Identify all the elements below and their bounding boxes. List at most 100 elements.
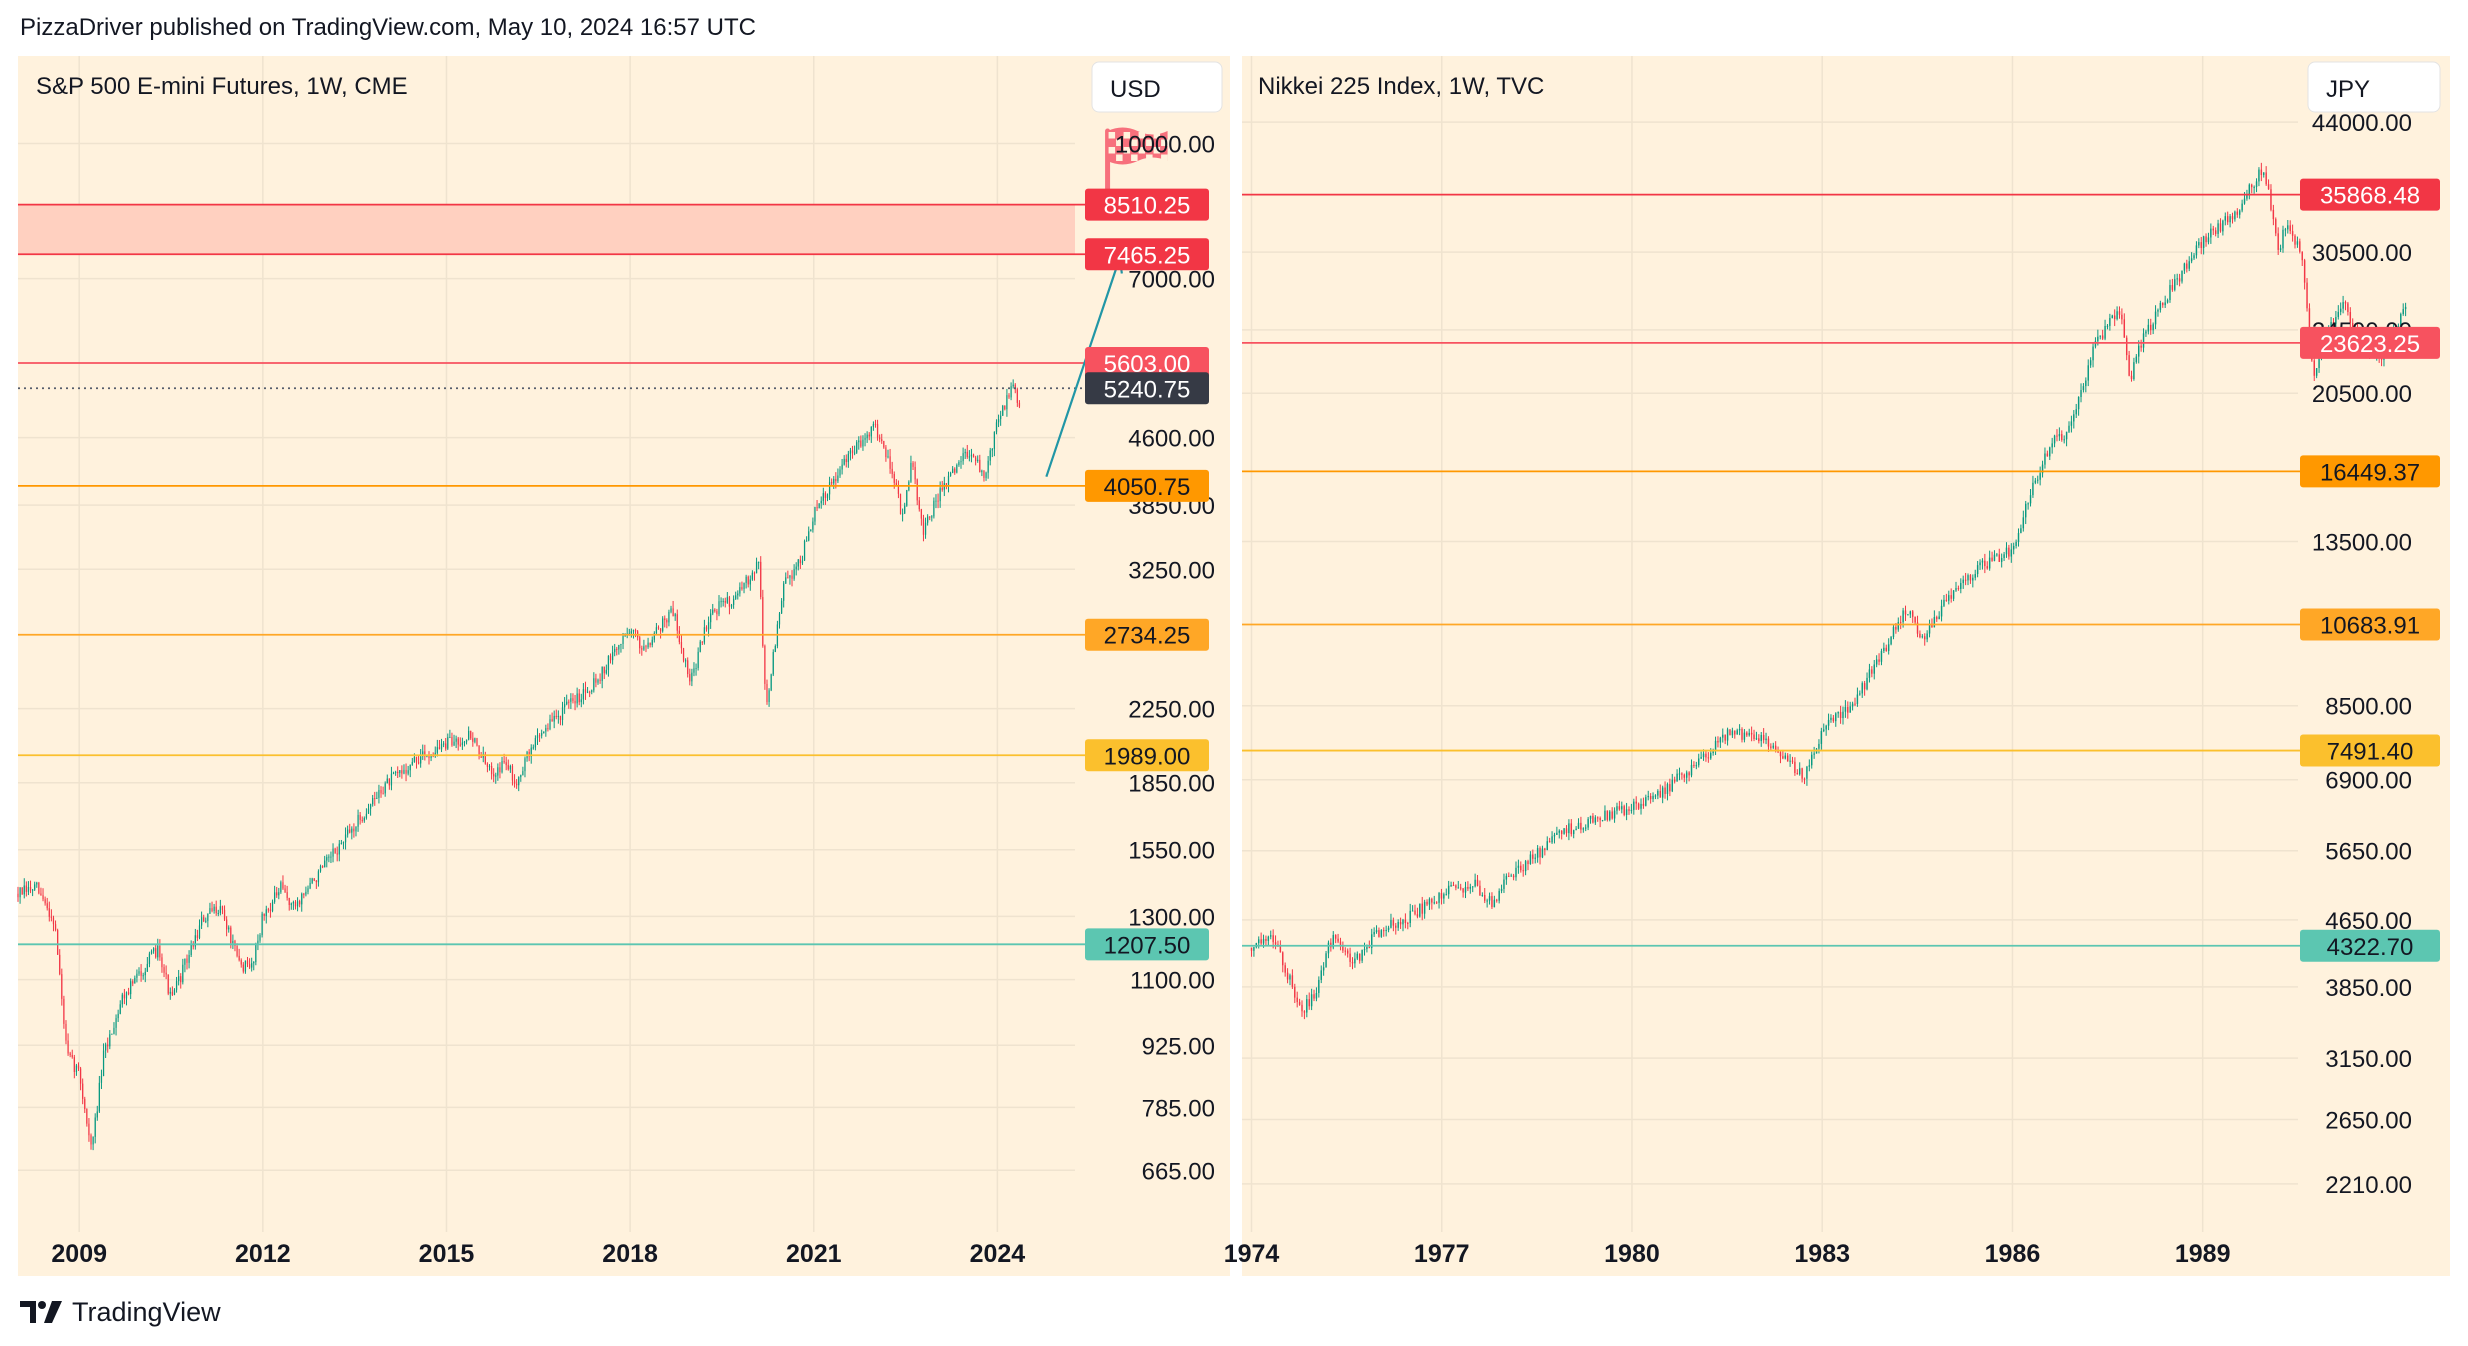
candle-body xyxy=(630,631,633,634)
candle-body xyxy=(2306,282,2308,309)
candle-body xyxy=(876,424,879,438)
sp500-gridlines xyxy=(18,56,1075,1232)
candle-body xyxy=(747,576,749,585)
candle-body xyxy=(194,935,196,947)
candle-body xyxy=(334,848,336,854)
candle-body xyxy=(2238,210,2241,215)
candle-body xyxy=(1685,772,1688,778)
candle-body xyxy=(82,1083,84,1099)
candle-body xyxy=(987,460,989,473)
candle-body xyxy=(983,470,985,478)
candle-body xyxy=(1500,888,1503,891)
candle-body xyxy=(1962,579,1964,584)
candle-body xyxy=(693,668,695,673)
candle-body xyxy=(211,908,213,911)
candle-body xyxy=(1346,950,1349,954)
candle-body xyxy=(753,572,756,574)
nikkei-time-axis[interactable]: 1974 1977 1980 1983 1986 1989 xyxy=(1224,1240,2231,1268)
sp500-price-axis[interactable]: 10000.007000.004600.003850.003250.002250… xyxy=(1115,132,1215,1186)
candle-body xyxy=(2186,263,2188,269)
candle-body xyxy=(127,992,130,995)
candle-body xyxy=(977,459,979,461)
candle-body xyxy=(1387,927,1390,930)
candle-body xyxy=(251,963,253,968)
candle-body xyxy=(1738,729,1741,731)
candle-body xyxy=(61,974,63,999)
nikkei-currency-button[interactable]: JPY xyxy=(2307,61,2441,113)
candle-body xyxy=(818,503,820,509)
candle-body xyxy=(862,439,864,447)
candle-body xyxy=(317,871,320,883)
candle-body xyxy=(2299,241,2301,252)
candle-body xyxy=(2104,326,2106,339)
candle-body xyxy=(2133,362,2135,380)
candle-body xyxy=(2017,532,2020,542)
candle-body xyxy=(2214,230,2217,234)
candle-body xyxy=(1762,734,1765,741)
candle-body xyxy=(215,906,217,914)
candle-body xyxy=(2147,324,2150,332)
candle-body xyxy=(2272,209,2275,220)
candle-body xyxy=(1993,554,1996,561)
sp500-time-axis[interactable]: 2009 2012 2015 2018 2021 2024 xyxy=(51,1240,1025,1268)
candle-body xyxy=(918,500,920,510)
candle-body xyxy=(292,901,295,904)
candle-body xyxy=(1014,384,1016,390)
flag-check xyxy=(1131,139,1138,147)
candle-body xyxy=(1726,729,1729,741)
candle-body xyxy=(203,917,205,922)
price-tick-label: 785.00 xyxy=(1142,1095,1215,1122)
candle-body xyxy=(603,666,605,674)
candle-body xyxy=(541,733,543,736)
candle-body xyxy=(1700,757,1702,759)
candle-body xyxy=(699,641,701,652)
candle-body xyxy=(497,767,499,776)
candle-body xyxy=(1462,888,1464,893)
candle-body xyxy=(146,963,148,972)
candle-body xyxy=(63,998,65,1024)
candle-body xyxy=(286,892,288,898)
candle-body xyxy=(169,991,171,994)
candle-body xyxy=(530,747,532,757)
candle-body xyxy=(119,1004,121,1014)
candle-body xyxy=(2193,255,2195,259)
candle-body xyxy=(1539,848,1541,858)
candle-body xyxy=(726,597,728,603)
candle-body xyxy=(981,470,983,473)
candle-body xyxy=(524,758,526,772)
candle-body xyxy=(280,882,282,893)
candle-body xyxy=(2253,186,2255,188)
time-tick-label: 1983 xyxy=(1794,1240,1850,1268)
sp500-currency-button[interactable]: USD xyxy=(1091,61,1223,113)
candle-body xyxy=(1714,740,1717,751)
candle-body xyxy=(549,719,551,730)
candle-body xyxy=(2121,314,2123,320)
candle-body xyxy=(1803,778,1806,780)
candle-body xyxy=(2138,345,2140,357)
candle-body xyxy=(2075,409,2077,415)
candle-body xyxy=(845,458,847,463)
candle-body xyxy=(2210,228,2212,238)
candle-body xyxy=(138,971,140,974)
candle-body xyxy=(732,598,735,605)
candle-body xyxy=(2344,302,2347,304)
tradingview-footer[interactable]: TradingView xyxy=(20,1292,221,1332)
candle-body xyxy=(1452,885,1455,887)
candle-body xyxy=(749,579,751,585)
candle-body xyxy=(140,971,142,976)
candle-body xyxy=(397,771,399,774)
candle-body xyxy=(1262,939,1265,944)
candle-body xyxy=(2251,184,2253,188)
candle-body xyxy=(518,777,520,786)
candle-body xyxy=(2255,181,2258,187)
candle-body xyxy=(964,451,966,454)
candle-body xyxy=(73,1057,75,1072)
candle-body xyxy=(2140,345,2142,348)
candle-body xyxy=(580,699,582,703)
candle-body xyxy=(1904,610,1907,615)
candle-body xyxy=(912,462,914,467)
candle-body xyxy=(2231,216,2234,220)
candle-body xyxy=(851,450,854,453)
